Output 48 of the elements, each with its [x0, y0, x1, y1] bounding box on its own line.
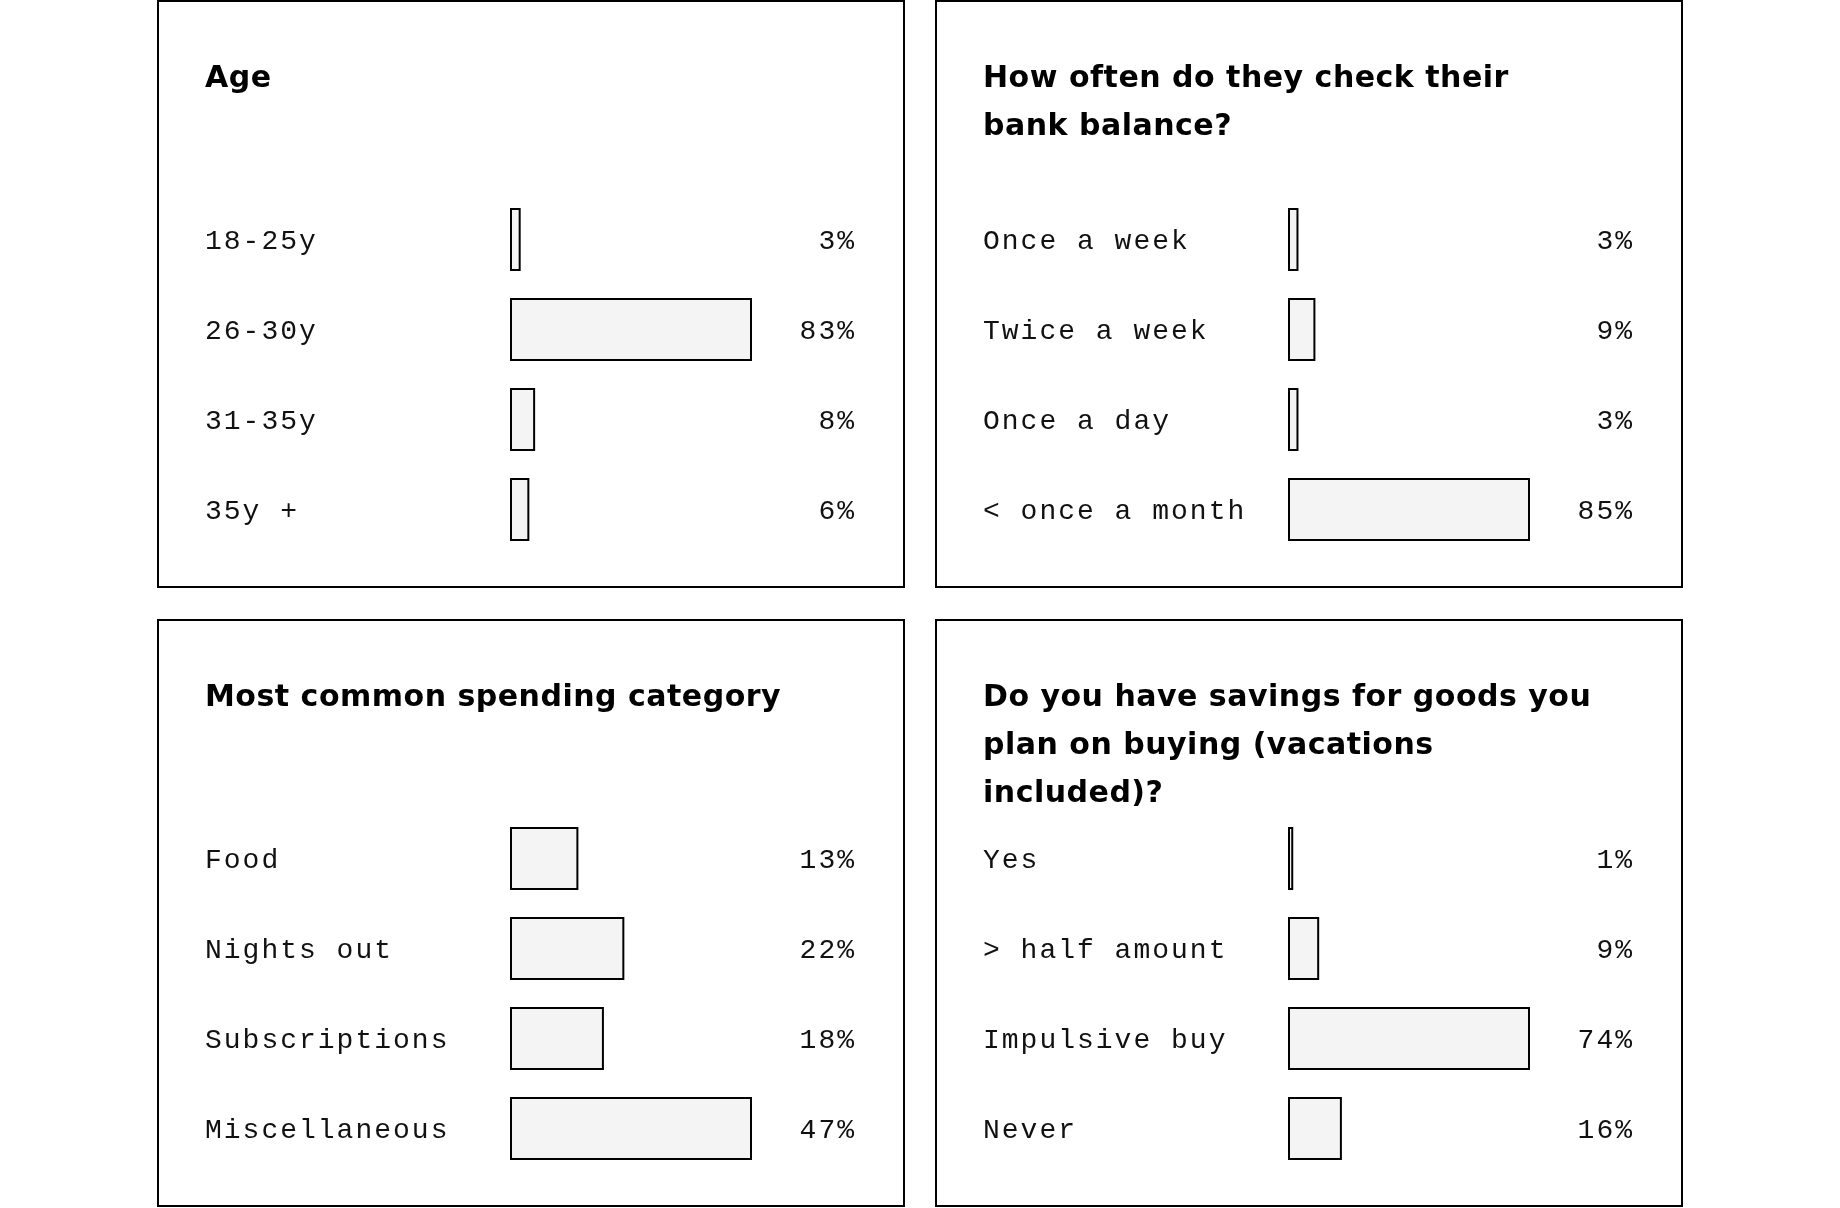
data-label: 9%: [1596, 316, 1634, 348]
data-label: 6%: [818, 496, 856, 528]
bar: [510, 1007, 604, 1070]
data-label: 1%: [1596, 845, 1634, 877]
bar: [510, 478, 530, 541]
bar: [510, 917, 625, 980]
y-tick-label: 26-30y: [205, 315, 318, 347]
data-label: 3%: [1596, 406, 1634, 438]
data-label: 74%: [1577, 1025, 1634, 1057]
chart-title: Most common spending category: [205, 677, 783, 715]
data-label: 83%: [799, 316, 856, 348]
y-tick-label: Twice a week: [983, 315, 1209, 347]
chart-title: Do you have savings for goods you plan on buying (vacations included)?: [983, 677, 1593, 811]
data-label: 9%: [1596, 935, 1634, 967]
bar: [510, 298, 752, 361]
data-label: 13%: [799, 845, 856, 877]
bar: [510, 827, 579, 890]
y-tick-label: Food: [205, 844, 281, 876]
y-tick-label: Miscellaneous: [205, 1114, 450, 1146]
chart-title: How often do they check their bank balance?: [983, 58, 1510, 144]
y-tick-label: > half amount: [983, 934, 1228, 966]
bar: [510, 208, 521, 271]
y-tick-label: Never: [983, 1114, 1078, 1146]
data-label: 22%: [799, 935, 856, 967]
data-label: 18%: [799, 1025, 856, 1057]
y-tick-label: Once a week: [983, 225, 1190, 257]
data-label: 3%: [1596, 226, 1634, 258]
y-tick-label: 31-35y: [205, 405, 318, 437]
bar: [510, 1097, 752, 1160]
y-tick-label: 35y +: [205, 495, 300, 527]
data-label: 85%: [1577, 496, 1634, 528]
bar: [510, 388, 536, 451]
y-tick-label: 18-25y: [205, 225, 318, 257]
y-tick-label: Nights out: [205, 934, 394, 966]
data-label: 47%: [799, 1115, 856, 1147]
y-tick-label: Subscriptions: [205, 1024, 450, 1056]
data-label: 16%: [1577, 1115, 1634, 1147]
y-tick-label: Impulsive buy: [983, 1024, 1228, 1056]
data-label: 3%: [818, 226, 856, 258]
text: Age: [205, 58, 273, 96]
bar: [1288, 917, 1320, 980]
data-label: 8%: [818, 406, 856, 438]
y-tick-label: < once a month: [983, 495, 1247, 527]
bar: [1288, 1007, 1530, 1070]
y-tick-label: Once a day: [983, 405, 1172, 437]
bar: [1288, 827, 1294, 890]
y-tick-label: Yes: [983, 844, 1040, 876]
bar: [1288, 1097, 1342, 1160]
